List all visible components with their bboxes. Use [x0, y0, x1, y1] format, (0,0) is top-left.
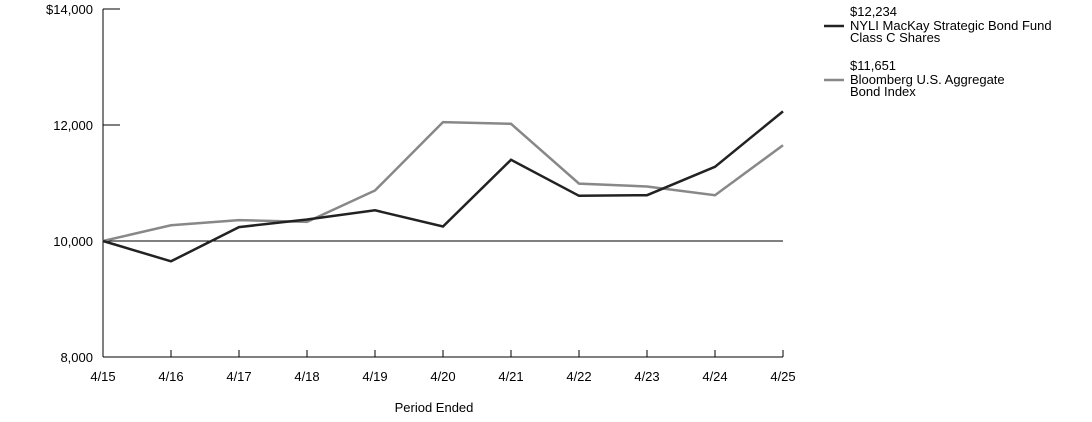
- legend-series-name: Bond Index: [850, 84, 916, 99]
- y-tick-label: 12,000: [53, 118, 93, 133]
- y-tick-label: 10,000: [53, 234, 93, 249]
- series-line-0: [102, 110, 784, 263]
- x-tick-label: 4/17: [226, 369, 251, 384]
- y-tick-label: $14,000: [46, 2, 93, 17]
- x-tick-label: 4/21: [498, 369, 523, 384]
- x-axis-label: Period Ended: [395, 400, 474, 415]
- legend-end-value: $11,651: [850, 58, 896, 73]
- axes: 8,000 10,000 12,000 $14,000 4/15 4/16 4/17 4/18…: [46, 2, 796, 384]
- legend-series-name: Class C Shares: [850, 30, 941, 45]
- x-tick-label: 4/16: [158, 369, 183, 384]
- y-tick-label: 8,000: [60, 350, 93, 365]
- x-tick-label: 4/18: [294, 369, 319, 384]
- legend-series-name: Bloomberg U.S. Aggregate: [850, 72, 1005, 87]
- legend-end-value: $12,234: [850, 4, 897, 19]
- x-tick-label: 4/25: [770, 369, 795, 384]
- x-tick-label: 4/22: [566, 369, 591, 384]
- x-tick-label: 4/23: [634, 369, 659, 384]
- x-tick-label: 4/19: [362, 369, 387, 384]
- x-tick-label: 4/20: [430, 369, 455, 384]
- x-tick-label: 4/15: [90, 369, 115, 384]
- series-line-1: [102, 120, 784, 243]
- x-tick-label: 4/24: [702, 369, 727, 384]
- series-lines: [102, 110, 784, 263]
- legend-series-name: NYLI MacKay Strategic Bond Fund: [850, 18, 1052, 33]
